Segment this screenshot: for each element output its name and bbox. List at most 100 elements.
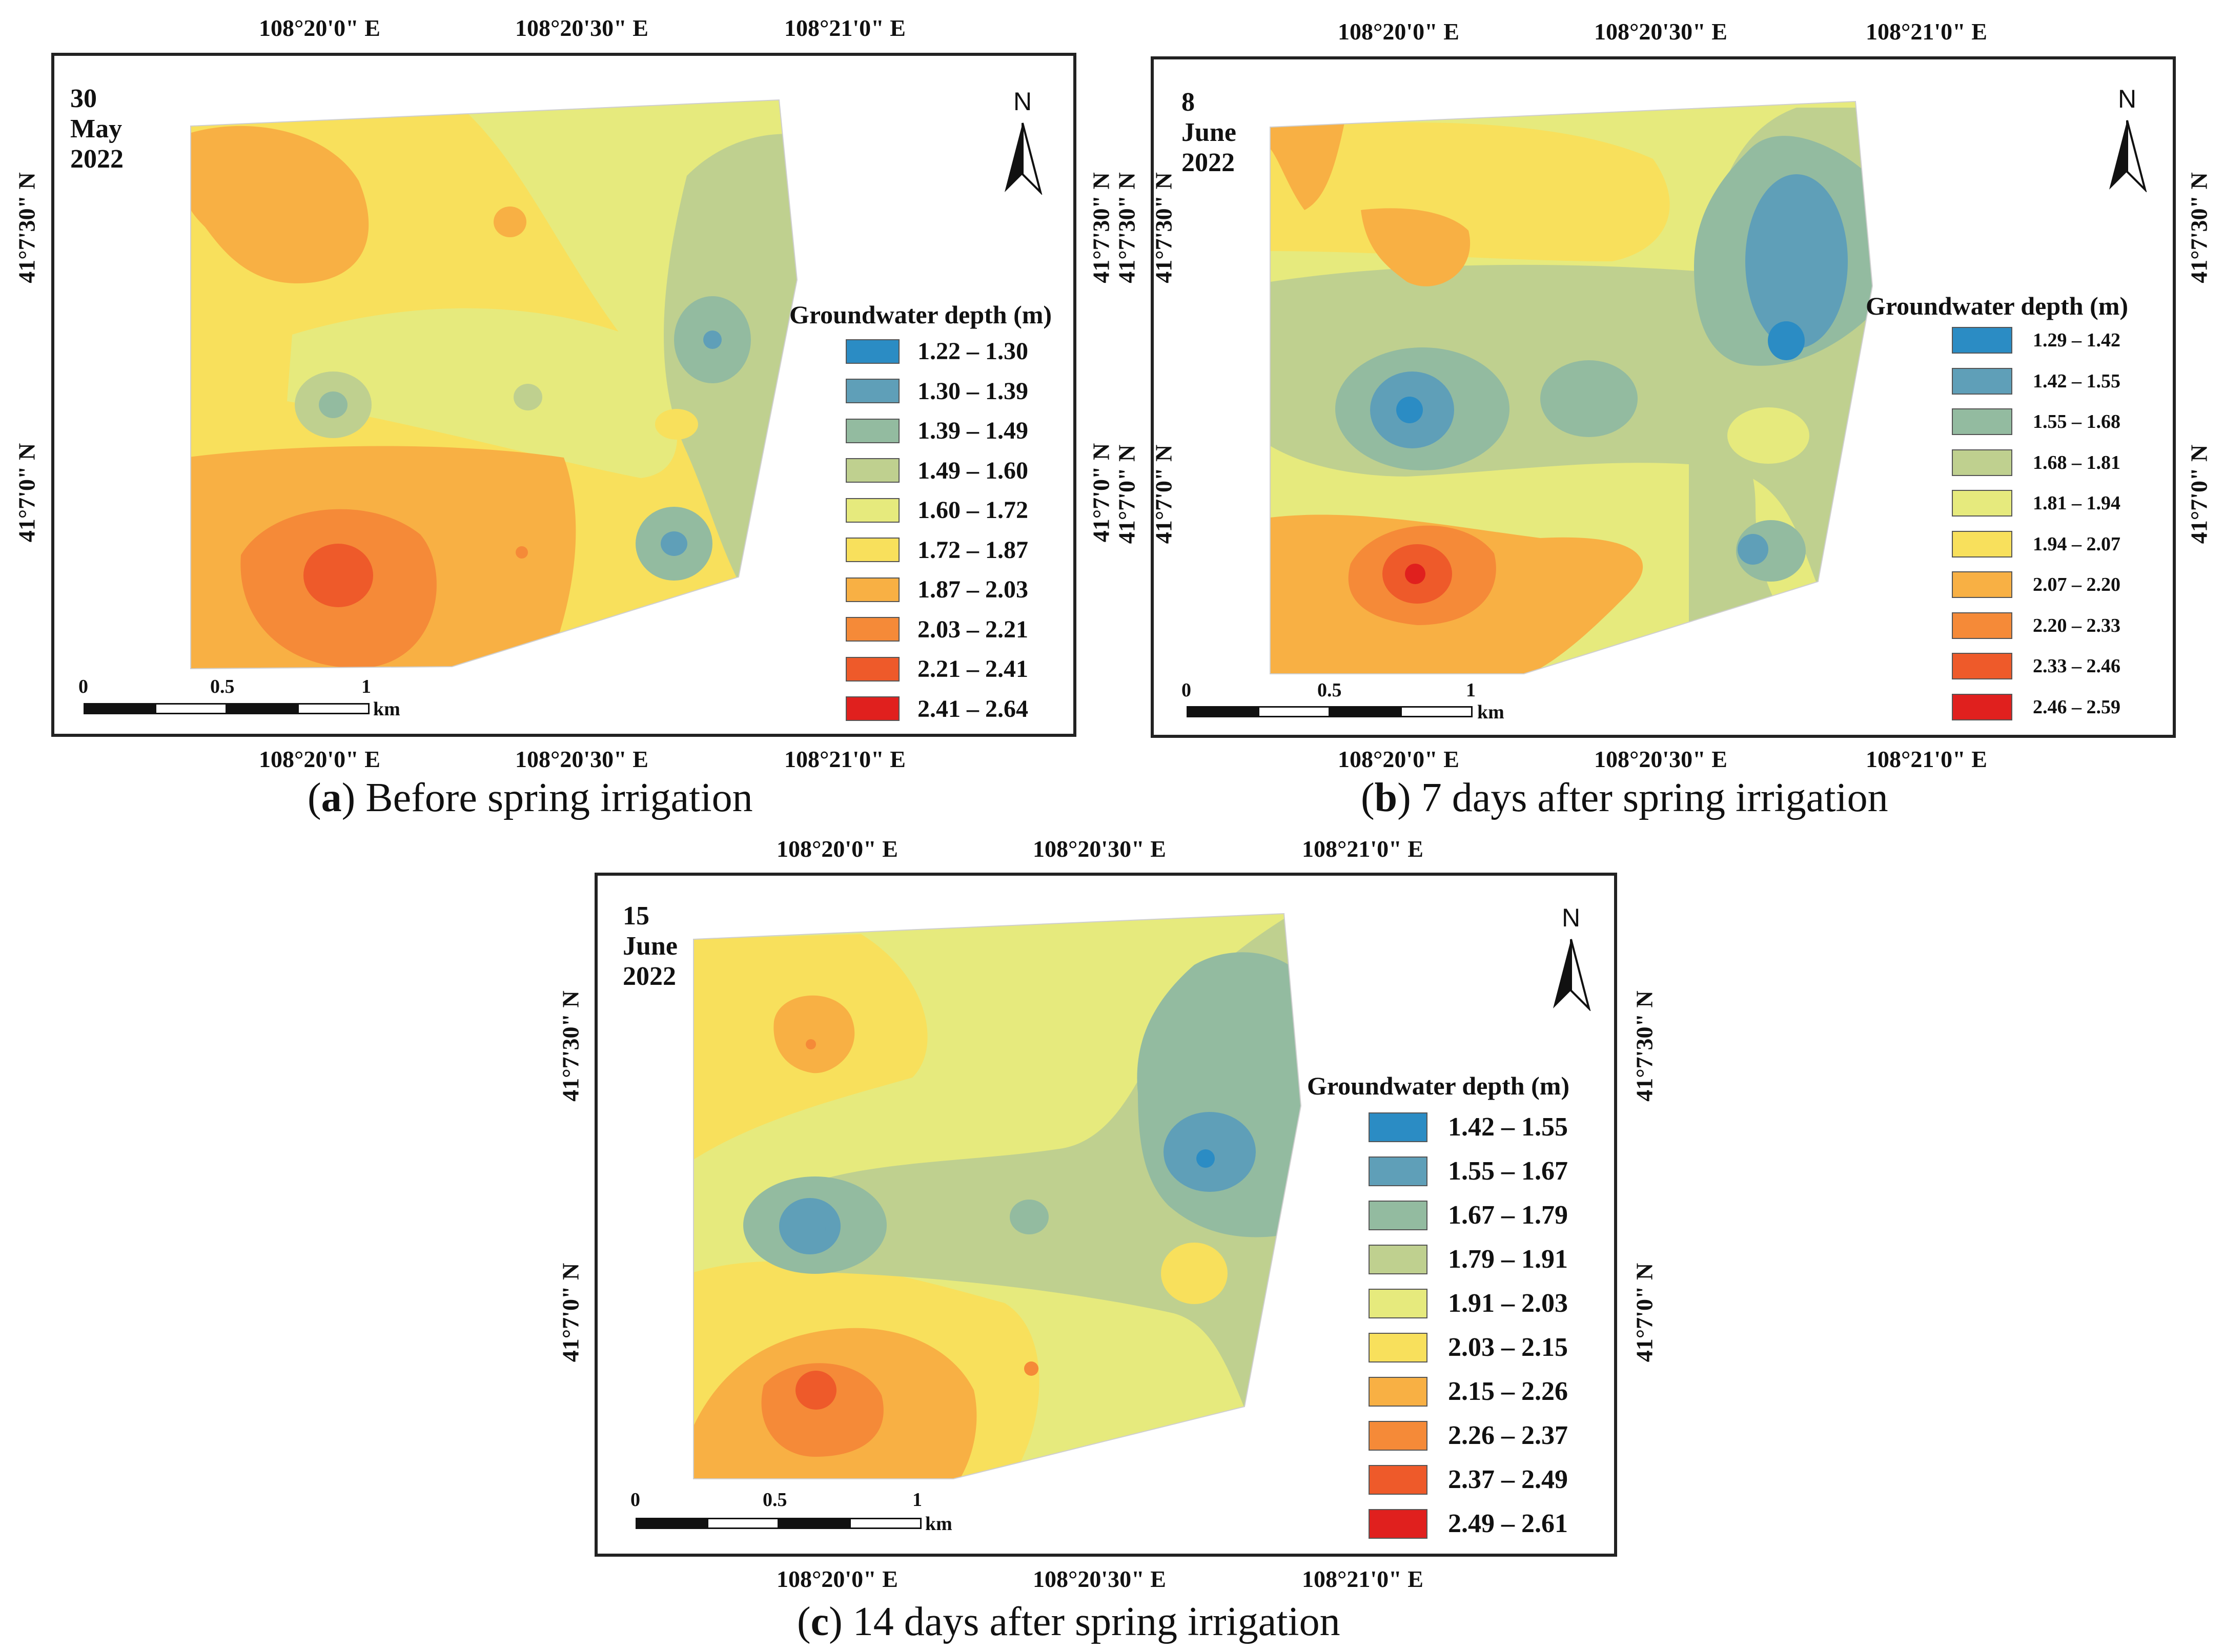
lon-top-1: 108°20'0" E — [259, 15, 380, 41]
lat-left-1: 41°7'30" N — [13, 172, 40, 283]
scale-tick-0: 0 — [78, 676, 88, 697]
lon-bottom-3: 108°21'0" E — [1866, 746, 1987, 772]
lon-top-1: 108°20'0" E — [777, 836, 898, 862]
legend-swatch — [1952, 693, 2012, 720]
legend-swatch — [1369, 1332, 1427, 1362]
legend-range: 1.81 – 1.94 — [2033, 492, 2120, 514]
legend-range: 1.72 – 1.87 — [917, 536, 1028, 564]
legend-item: 2.41 – 2.64 — [846, 695, 1028, 723]
legend-swatch — [1369, 1288, 1427, 1318]
legend-range: 1.60 – 1.72 — [917, 497, 1028, 524]
date-label-a: 30 May 2022 — [70, 84, 124, 174]
legend-swatch — [1369, 1464, 1427, 1495]
legend-range: 1.79 – 1.91 — [1448, 1245, 1568, 1274]
legend-item: 1.94 – 2.07 — [1952, 530, 2120, 557]
legend-item: 1.49 – 1.60 — [846, 457, 1028, 485]
legend-range: 1.67 – 1.79 — [1448, 1201, 1568, 1230]
legend-range: 1.94 – 2.07 — [2033, 533, 2120, 555]
lon-bottom-2: 108°20'30" E — [515, 746, 648, 772]
legend-range: 1.39 – 1.49 — [917, 417, 1028, 444]
legend-swatch — [1369, 1420, 1427, 1451]
legend-range: 1.87 – 2.03 — [917, 576, 1028, 603]
legend-swatch — [1952, 612, 2012, 639]
lat-left-2: 41°7'0" N — [557, 1263, 584, 1362]
lon-bottom-3: 108°21'0" E — [1302, 1566, 1423, 1592]
legend-item: 2.26 – 2.37 — [1369, 1420, 1568, 1451]
legend-range: 2.41 – 2.64 — [917, 695, 1028, 722]
legend-item: 1.55 – 1.67 — [1369, 1156, 1568, 1186]
legend-range: 2.20 – 2.33 — [2033, 614, 2120, 636]
lon-bottom-1: 108°20'0" E — [777, 1566, 898, 1592]
legend-item: 1.60 – 1.72 — [846, 496, 1028, 524]
legend-range: 2.21 – 2.41 — [917, 655, 1028, 683]
legend-swatch — [846, 577, 900, 602]
legend-swatch — [1952, 653, 2012, 679]
groundwater-map-a — [190, 99, 798, 670]
legend-swatch — [846, 617, 900, 642]
legend-item: 1.55 – 1.68 — [1952, 408, 2120, 435]
legend-swatch — [846, 498, 900, 523]
legend-swatch — [1952, 490, 2012, 517]
lat-right-1: 41°7'30" N — [1631, 990, 1658, 1102]
legend-swatch — [1369, 1509, 1427, 1539]
north-letter-b: N — [2118, 85, 2136, 113]
lat-right-1: 41°7'30" N — [1088, 172, 1114, 283]
legend-swatch — [1369, 1112, 1427, 1142]
lat-right-2: 41°7'0" N — [1631, 1263, 1658, 1362]
legend-range: 2.03 – 2.21 — [917, 615, 1028, 643]
scale-unit: km — [1477, 701, 1504, 723]
legend-item: 2.37 – 2.49 — [1369, 1464, 1568, 1495]
scale-unit: km — [925, 1513, 952, 1535]
legend-item: 2.15 – 2.26 — [1369, 1376, 1568, 1407]
legend-item: 1.22 – 1.30 — [846, 337, 1028, 365]
north-letter-a: N — [1013, 87, 1032, 116]
legend-range: 2.07 – 2.20 — [2033, 574, 2120, 595]
legend-swatch — [1952, 367, 2012, 395]
legend-swatch — [846, 458, 900, 483]
legend-item: 1.81 – 1.94 — [1952, 490, 2120, 517]
lon-bottom-3: 108°21'0" E — [784, 746, 906, 772]
legend-item: 1.87 – 2.03 — [846, 575, 1028, 604]
legend-item: 1.91 – 2.03 — [1369, 1288, 1568, 1318]
legend-item: 1.79 – 1.91 — [1369, 1244, 1568, 1274]
scale-tick-1: 1 — [361, 676, 371, 697]
lon-top-3: 108°21'0" E — [1302, 836, 1423, 862]
legend-range: 1.91 – 2.03 — [1448, 1289, 1568, 1318]
legend-swatch — [846, 538, 900, 562]
legend-range: 1.29 – 1.42 — [2033, 329, 2120, 351]
lat-right-2: 41°7'0" N — [1088, 443, 1114, 543]
scale-tick-05: 0.5 — [1317, 679, 1342, 701]
date-label-c: 15 June 2022 — [623, 901, 678, 991]
legend-range: 1.30 – 1.39 — [917, 377, 1028, 405]
legend-swatch — [1369, 1376, 1427, 1407]
scale-tick-1: 1 — [912, 1489, 922, 1511]
scale-unit: km — [373, 698, 400, 720]
lon-top-2: 108°20'30" E — [1033, 836, 1166, 862]
legend-item: 1.29 – 1.42 — [1952, 327, 2120, 354]
legend-swatch — [846, 418, 900, 443]
legend-swatch — [846, 339, 900, 364]
lat-left-2: 41°7'0" N — [13, 443, 40, 543]
scale-tick-0: 0 — [630, 1489, 640, 1511]
legend-range: 1.55 – 1.67 — [1448, 1157, 1568, 1186]
north-arrow-icon-b: N — [2109, 85, 2147, 192]
legend-item: 1.68 – 1.81 — [1952, 449, 2120, 476]
lon-bottom-2: 108°20'30" E — [1033, 1566, 1166, 1592]
legend-item: 2.33 – 2.46 — [1952, 653, 2120, 679]
legend-swatch — [846, 696, 900, 721]
date-label-b: 8 June 2022 — [1181, 88, 1236, 177]
legend-range: 1.42 – 1.55 — [1448, 1112, 1568, 1142]
legend-range: 2.26 – 2.37 — [1448, 1421, 1568, 1450]
lat-left-1: 41°7'30" N — [557, 990, 584, 1102]
legend-swatch — [846, 379, 900, 403]
lat-left-2b: 41°7'0" N — [1150, 444, 1177, 544]
legend-item: 1.30 – 1.39 — [846, 377, 1028, 405]
legend-item: 2.49 – 2.61 — [1369, 1509, 1568, 1539]
lon-bottom-1: 108°20'0" E — [1338, 746, 1459, 772]
legend-title-a: Groundwater depth (m) — [789, 300, 1052, 329]
legend-range: 1.55 – 1.68 — [2033, 411, 2120, 432]
scale-tick-05: 0.5 — [210, 676, 235, 697]
lon-top-3: 108°21'0" E — [1866, 18, 1987, 45]
caption-c: (c) 14 days after spring irrigation — [797, 1599, 1340, 1644]
legend-range: 1.49 – 1.60 — [917, 457, 1028, 484]
